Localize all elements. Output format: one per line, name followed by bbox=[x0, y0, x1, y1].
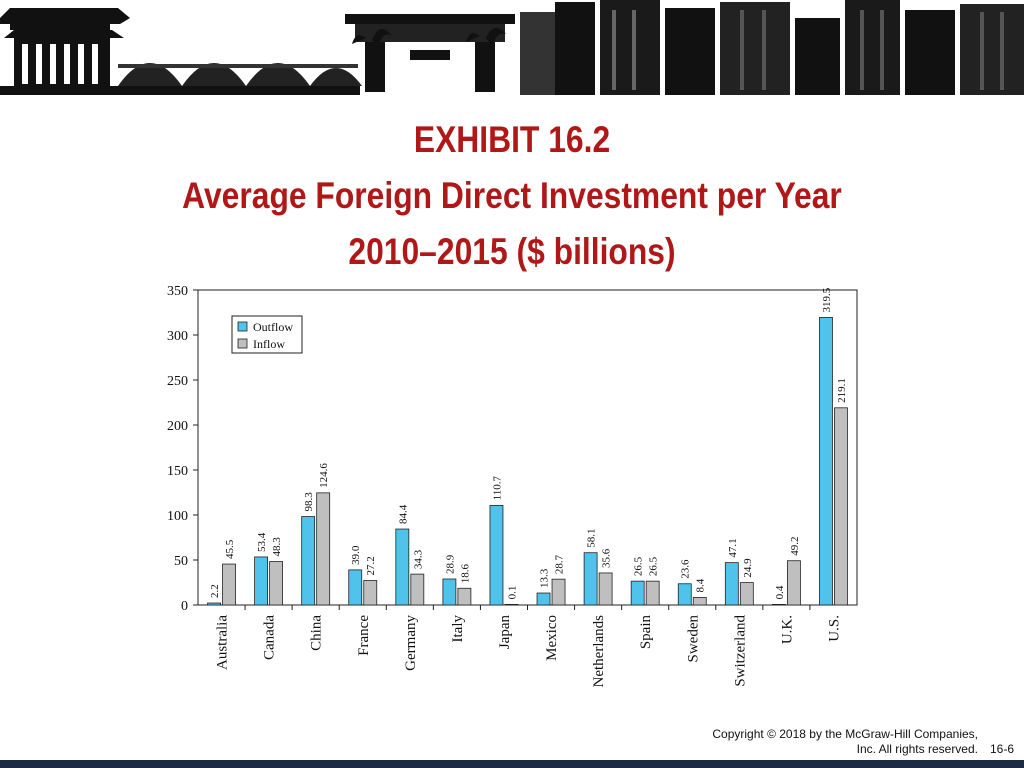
bar-inflow-china bbox=[316, 492, 331, 606]
bar-outflow-netherlands bbox=[583, 552, 598, 606]
data-label: 39.0 bbox=[350, 545, 362, 565]
x-category-label: Canada bbox=[262, 615, 278, 660]
slide-title: EXHIBIT 16.2 Average Foreign Direct Inve… bbox=[72, 112, 953, 280]
bar-outflow-australia bbox=[207, 602, 221, 606]
data-label: 219.1 bbox=[836, 378, 848, 403]
x-category-label: U.K. bbox=[779, 615, 795, 644]
bar-outflow-italy bbox=[442, 578, 457, 606]
bar-inflow-us bbox=[834, 407, 848, 606]
y-tick-label: 350 bbox=[167, 284, 188, 299]
y-tick-label: 100 bbox=[167, 509, 188, 524]
copyright-line-2: Inc. All rights reserved. bbox=[856, 742, 978, 756]
data-label: 48.3 bbox=[271, 537, 283, 557]
bar-inflow-netherlands bbox=[598, 572, 613, 606]
legend: Outflow Inflow bbox=[231, 315, 303, 354]
bar-inflow-uk bbox=[786, 560, 801, 606]
data-label: 24.9 bbox=[742, 558, 754, 578]
bar-outflow-sweden bbox=[677, 583, 692, 606]
data-label: 110.7 bbox=[491, 476, 503, 501]
data-label: 2.2 bbox=[209, 584, 221, 598]
bar-outflow-canada bbox=[254, 556, 269, 606]
data-label: 26.5 bbox=[633, 556, 645, 576]
data-label: 319.5 bbox=[821, 287, 833, 312]
bar-outflow-spain bbox=[630, 580, 645, 606]
bar-outflow-mexico bbox=[536, 592, 551, 606]
bar-outflow-us bbox=[819, 317, 833, 606]
data-label: 47.1 bbox=[727, 538, 739, 557]
data-label: 8.4 bbox=[695, 578, 707, 592]
bar-inflow-japan bbox=[504, 603, 519, 606]
bar-inflow-sweden bbox=[692, 597, 707, 606]
y-tick-label: 0 bbox=[181, 599, 188, 614]
bar-inflow-mexico bbox=[551, 578, 566, 606]
fdi-bar-chart: 0 50 100 150 200 250 300 350 2.2 45.5 53.4 48.3 98.… bbox=[167, 284, 858, 688]
bar-outflow-uk bbox=[771, 603, 786, 606]
data-label: 49.2 bbox=[789, 536, 801, 555]
copyright-notice: Copyright © 2018 by the McGraw-Hill Comp… bbox=[712, 727, 978, 757]
x-category-label: Japan bbox=[497, 615, 513, 650]
x-category-label: U.S. bbox=[826, 615, 842, 642]
data-label: 0.4 bbox=[774, 585, 786, 599]
data-label: 18.6 bbox=[459, 564, 471, 584]
copyright-line-1: Copyright © 2018 by the McGraw-Hill Comp… bbox=[712, 727, 978, 741]
data-label: 98.3 bbox=[303, 492, 315, 512]
legend-label-outflow: Outflow bbox=[253, 320, 293, 334]
title-line-1: EXHIBIT 16.2 bbox=[413, 119, 611, 160]
y-tick-label: 300 bbox=[167, 329, 188, 344]
legend-swatch-outflow bbox=[237, 321, 248, 332]
legend-label-inflow: Inflow bbox=[253, 337, 285, 351]
data-label: 35.6 bbox=[601, 548, 613, 568]
y-axis: 0 50 100 150 200 250 300 350 bbox=[167, 284, 198, 614]
y-tick-label: 150 bbox=[167, 464, 188, 479]
bar-outflow-switzerland bbox=[724, 562, 739, 606]
bars bbox=[207, 317, 848, 606]
data-label: 28.7 bbox=[554, 554, 566, 574]
bar-inflow-canada bbox=[269, 561, 284, 606]
bar-inflow-germany bbox=[410, 573, 425, 606]
bar-outflow-japan bbox=[489, 504, 504, 606]
y-tick-label: 50 bbox=[174, 554, 188, 569]
bar-outflow-germany bbox=[395, 528, 410, 606]
bar-inflow-france bbox=[363, 580, 378, 606]
bar-inflow-italy bbox=[457, 587, 472, 606]
x-category-label: Mexico bbox=[544, 615, 560, 661]
bar-inflow-australia bbox=[222, 563, 236, 606]
data-label: 53.4 bbox=[256, 532, 268, 552]
x-category-label: Germany bbox=[403, 615, 419, 671]
data-label: 58.1 bbox=[586, 528, 598, 547]
bar-inflow-switzerland bbox=[739, 582, 754, 606]
slide-number: 16-6 bbox=[989, 742, 1014, 756]
data-label: 23.6 bbox=[680, 559, 692, 579]
data-label: 34.3 bbox=[412, 549, 424, 569]
bar-inflow-spain bbox=[645, 580, 660, 606]
x-axis: Australia Canada China France Germany Italy Ja… bbox=[215, 605, 842, 688]
x-category-label: Italy bbox=[450, 615, 466, 643]
data-label: 84.4 bbox=[397, 504, 409, 524]
skyline-banner bbox=[0, 0, 1024, 95]
x-category-label: Switzerland bbox=[732, 615, 748, 687]
data-label: 27.2 bbox=[365, 556, 377, 575]
y-tick-label: 250 bbox=[167, 374, 188, 389]
y-tick-label: 200 bbox=[167, 419, 188, 434]
title-line-2: Average Foreign Direct Investment per Ye… bbox=[182, 175, 842, 216]
bar-outflow-china bbox=[301, 516, 316, 606]
bar-outflow-france bbox=[348, 569, 363, 606]
x-category-label: Spain bbox=[638, 615, 654, 650]
data-label: 0.1 bbox=[506, 586, 518, 600]
x-category-label: China bbox=[309, 615, 325, 651]
x-category-label: Sweden bbox=[685, 615, 701, 663]
legend-swatch-inflow bbox=[237, 338, 248, 349]
data-label: 45.5 bbox=[224, 539, 236, 559]
data-label: 13.3 bbox=[539, 568, 551, 588]
title-line-3: 2010–2015 ($ billions) bbox=[348, 231, 676, 272]
data-label: 28.9 bbox=[444, 554, 456, 574]
x-category-label: Netherlands bbox=[591, 615, 607, 688]
bottom-bar bbox=[0, 760, 1024, 768]
data-label: 124.6 bbox=[318, 463, 330, 488]
data-label: 26.5 bbox=[648, 556, 660, 576]
x-category-label: Australia bbox=[215, 615, 231, 670]
x-category-label: France bbox=[356, 615, 372, 656]
